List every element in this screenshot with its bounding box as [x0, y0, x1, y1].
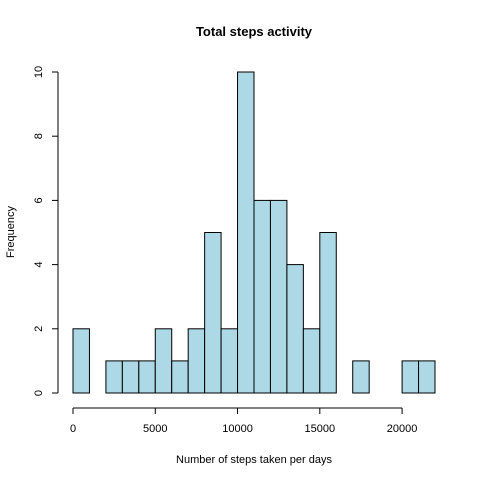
y-axis-label: Frequency	[5, 206, 17, 258]
y-tick-label: 8	[33, 133, 45, 139]
y-tick-label: 6	[33, 197, 45, 203]
x-tick-label: 20000	[387, 423, 418, 435]
histogram-bar-10	[237, 71, 255, 394]
y-axis: 0 2 4 6 8 10	[33, 66, 59, 396]
histogram-bar-12	[269, 199, 288, 394]
histogram-bar-0	[72, 328, 90, 394]
histogram-bar-17	[352, 360, 370, 394]
histogram-bar-9	[220, 328, 239, 394]
histogram-bar-13	[286, 264, 304, 394]
x-tick-label: 0	[70, 423, 76, 435]
x-axis: 0 5000 10000 15000 20000	[70, 407, 418, 435]
x-tick-label: 15000	[305, 423, 336, 435]
histogram-bar-21	[418, 360, 436, 394]
x-tick-label: 10000	[222, 423, 253, 435]
histogram-bar-6	[171, 360, 189, 394]
x-axis-label: Number of steps taken per days	[176, 454, 332, 466]
histogram-bar-2	[105, 360, 123, 394]
chart-title: Total steps activity	[196, 24, 313, 39]
histogram-bar-11	[253, 199, 271, 394]
histogram-bars	[72, 71, 436, 394]
histogram-bar-8	[204, 232, 222, 394]
y-tick-label: 10	[33, 66, 45, 78]
histogram-bar-14	[302, 328, 321, 394]
histogram-bar-3	[121, 360, 140, 394]
y-tick-label: 4	[33, 262, 45, 268]
histogram-bar-7	[187, 328, 206, 394]
y-tick-label: 0	[33, 390, 45, 396]
y-tick-label: 2	[33, 326, 45, 332]
x-tick-label: 5000	[143, 423, 167, 435]
histogram-bar-5	[154, 328, 173, 394]
histogram-bar-15	[319, 232, 337, 394]
histogram-bar-4	[138, 360, 156, 394]
histogram-bar-20	[401, 360, 420, 394]
